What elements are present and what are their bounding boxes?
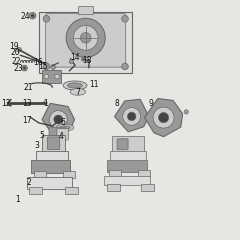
- FancyBboxPatch shape: [49, 127, 65, 136]
- Text: 15: 15: [38, 62, 48, 71]
- Text: 13: 13: [23, 99, 32, 108]
- FancyBboxPatch shape: [31, 160, 70, 173]
- Polygon shape: [114, 99, 149, 132]
- FancyBboxPatch shape: [141, 184, 154, 191]
- Circle shape: [81, 57, 85, 61]
- FancyBboxPatch shape: [109, 170, 121, 177]
- Ellipse shape: [60, 126, 70, 129]
- FancyBboxPatch shape: [42, 71, 61, 83]
- Circle shape: [55, 74, 60, 79]
- FancyBboxPatch shape: [112, 136, 144, 152]
- Text: 19: 19: [9, 42, 19, 51]
- Ellipse shape: [70, 89, 86, 95]
- Circle shape: [54, 115, 63, 124]
- Circle shape: [43, 63, 50, 70]
- Circle shape: [153, 107, 174, 128]
- Text: 1: 1: [43, 99, 48, 108]
- FancyBboxPatch shape: [107, 184, 120, 191]
- Text: 6: 6: [60, 118, 65, 127]
- Text: 3: 3: [34, 140, 39, 150]
- Text: 20: 20: [11, 48, 20, 57]
- FancyBboxPatch shape: [42, 135, 65, 152]
- Circle shape: [122, 63, 128, 70]
- Circle shape: [158, 113, 169, 123]
- FancyBboxPatch shape: [57, 129, 68, 140]
- Circle shape: [127, 112, 136, 121]
- FancyBboxPatch shape: [40, 12, 132, 73]
- Text: 24: 24: [20, 12, 30, 21]
- FancyBboxPatch shape: [46, 13, 126, 67]
- Circle shape: [22, 65, 27, 71]
- FancyBboxPatch shape: [107, 160, 147, 172]
- Ellipse shape: [68, 83, 82, 88]
- Circle shape: [31, 14, 34, 17]
- Circle shape: [122, 15, 128, 22]
- Circle shape: [66, 18, 105, 57]
- Text: 23: 23: [13, 64, 23, 72]
- Text: 4: 4: [58, 132, 63, 141]
- Text: 12: 12: [1, 99, 11, 108]
- Circle shape: [29, 12, 36, 19]
- Circle shape: [49, 111, 67, 128]
- FancyBboxPatch shape: [78, 6, 93, 14]
- Text: 7: 7: [75, 88, 80, 97]
- Text: 17: 17: [23, 116, 32, 125]
- Circle shape: [44, 74, 49, 79]
- Text: 22: 22: [12, 57, 21, 66]
- Text: 14: 14: [70, 53, 80, 62]
- Circle shape: [51, 65, 55, 70]
- Circle shape: [17, 47, 21, 52]
- Text: 21: 21: [24, 83, 33, 92]
- FancyBboxPatch shape: [36, 151, 68, 161]
- FancyBboxPatch shape: [34, 171, 46, 178]
- FancyBboxPatch shape: [66, 187, 78, 194]
- Text: 18: 18: [82, 56, 92, 66]
- FancyBboxPatch shape: [27, 177, 72, 189]
- FancyBboxPatch shape: [63, 171, 75, 178]
- Text: 8: 8: [114, 99, 119, 108]
- Polygon shape: [42, 103, 74, 136]
- Circle shape: [43, 101, 47, 105]
- Circle shape: [184, 110, 188, 114]
- Text: 16: 16: [33, 58, 43, 67]
- Circle shape: [123, 108, 141, 125]
- Text: 11: 11: [89, 80, 99, 89]
- Polygon shape: [144, 99, 183, 137]
- FancyBboxPatch shape: [138, 170, 150, 177]
- FancyBboxPatch shape: [47, 137, 60, 150]
- FancyBboxPatch shape: [110, 151, 146, 161]
- Circle shape: [43, 15, 50, 22]
- Circle shape: [80, 33, 91, 43]
- Text: 9: 9: [149, 99, 154, 108]
- FancyBboxPatch shape: [29, 187, 42, 194]
- Text: 1: 1: [15, 195, 20, 204]
- FancyBboxPatch shape: [104, 176, 150, 186]
- Ellipse shape: [56, 124, 74, 131]
- Ellipse shape: [63, 81, 87, 90]
- Circle shape: [69, 60, 73, 64]
- Circle shape: [73, 25, 98, 50]
- FancyBboxPatch shape: [117, 139, 128, 150]
- Text: 2: 2: [27, 178, 32, 187]
- Circle shape: [23, 67, 26, 70]
- Text: 5: 5: [39, 131, 44, 140]
